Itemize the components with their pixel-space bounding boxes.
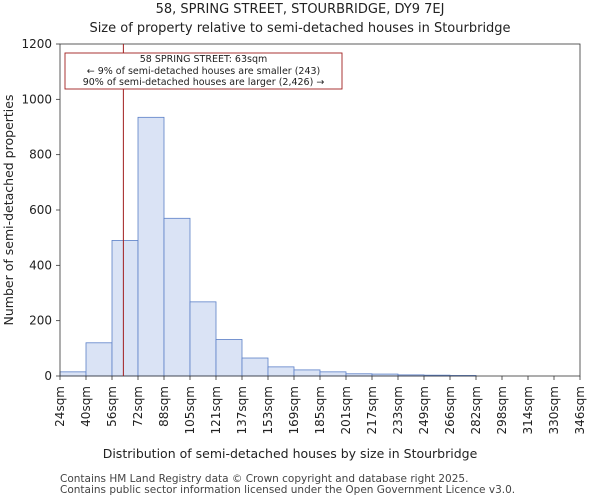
x-tick-label: 169sqm [287, 386, 301, 434]
x-tick-label: 121sqm [209, 386, 223, 434]
x-axis-ticks: 24sqm 40sqm 56sqm 72sqm 88sqm 105sqm 121sqm 137… [53, 376, 587, 434]
bar-121sqm [215, 339, 243, 377]
x-tick-label: 282sqm [469, 386, 483, 434]
bars-group [59, 116, 477, 377]
x-tick-label: 298sqm [495, 386, 509, 434]
bar-137sqm [241, 357, 269, 377]
x-tick-label: 72sqm [131, 386, 145, 427]
x-tick-label: 137sqm [235, 386, 249, 434]
y-tick-label: 1000 [21, 92, 52, 106]
x-tick-label: 346sqm [573, 386, 587, 434]
annotation-line-3: 90% of semi-detached houses are larger (… [83, 77, 325, 88]
y-tick-label: 1200 [21, 37, 52, 51]
y-tick-label: 200 [29, 314, 52, 328]
bar-24sqm [59, 371, 87, 377]
x-tick-label: 24sqm [53, 386, 67, 427]
y-tick-label: 800 [29, 148, 52, 162]
annotation-line-1: 58 SPRING STREET: 63sqm [140, 54, 268, 65]
y-axis-ticks: 0 200 400 600 800 1000 1200 [21, 37, 60, 383]
x-tick-label: 330sqm [547, 386, 561, 434]
x-tick-label: 105sqm [183, 386, 197, 434]
y-tick-label: 0 [44, 369, 52, 383]
bar-153sqm [267, 366, 295, 377]
x-tick-label: 40sqm [79, 386, 93, 427]
y-axis-label: Number of semi-detached properties [1, 95, 16, 326]
x-axis-label: Distribution of semi-detached houses by … [103, 446, 478, 461]
bar-105sqm [189, 301, 217, 377]
chart-title: 58, SPRING STREET, STOURBRIDGE, DY9 7EJ [156, 2, 445, 17]
footer-copyright: Contains HM Land Registry data © Crown c… [60, 473, 469, 485]
y-tick-label: 600 [29, 203, 52, 217]
bar-88sqm [163, 217, 191, 377]
x-tick-label: 249sqm [417, 386, 431, 434]
x-tick-label: 266sqm [443, 386, 457, 434]
annotation-frame [64, 52, 343, 90]
x-tick-label: 56sqm [105, 386, 119, 427]
bar-169sqm [293, 369, 321, 377]
bar-56sqm [111, 240, 139, 377]
x-tick-label: 185sqm [313, 386, 327, 434]
annotation-line-2: ← 9% of semi-detached houses are smaller… [87, 66, 321, 77]
x-tick-label: 201sqm [339, 386, 353, 434]
x-tick-label: 314sqm [521, 386, 535, 434]
plot-frame [59, 43, 581, 377]
x-tick-label: 88sqm [157, 386, 171, 427]
x-tick-label: 233sqm [391, 386, 405, 434]
bar-72sqm [137, 116, 165, 377]
bar-40sqm [85, 342, 113, 377]
chart-subtitle: Size of property relative to semi-detach… [89, 21, 510, 36]
y-tick-label: 400 [29, 258, 52, 272]
bar-185sqm [319, 371, 347, 377]
x-tick-label: 217sqm [365, 386, 379, 434]
annotation-box: 58 SPRING STREET: 63sqm ← 9% of semi-det… [64, 52, 343, 90]
x-tick-label: 153sqm [261, 386, 275, 434]
footer-licence: Contains public sector information licen… [60, 484, 516, 496]
